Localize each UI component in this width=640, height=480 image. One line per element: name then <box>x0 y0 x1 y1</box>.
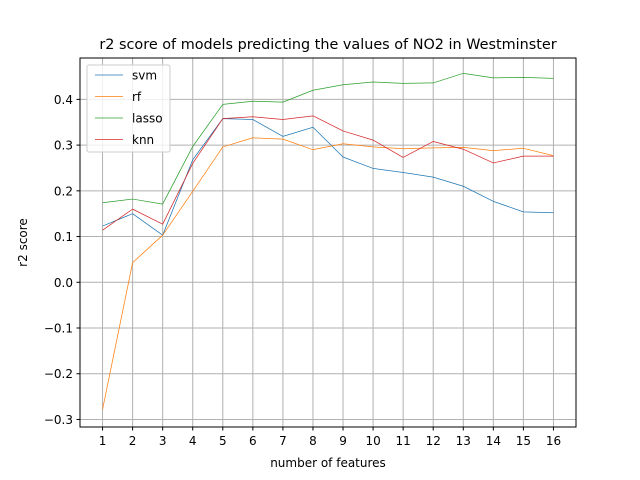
y-tick-label: 0.1 <box>54 230 73 244</box>
plot-area-frame <box>79 57 577 428</box>
y-tick-label: 0.2 <box>54 184 73 198</box>
x-tick-label: 5 <box>219 434 227 448</box>
legend-label-lasso: lasso <box>132 112 163 126</box>
y-tick-label: −0.3 <box>44 413 73 427</box>
y-tick-label: −0.1 <box>44 322 73 336</box>
x-axis: 1 2 3 4 5 6 7 8 9 10 11 12 13 14 15 16 <box>99 427 561 448</box>
x-tick-label: 8 <box>309 434 317 448</box>
y-tick-label: −0.2 <box>44 367 73 381</box>
legend-label-rf: rf <box>132 90 142 104</box>
legend-label-svm: svm <box>132 69 157 83</box>
x-tick-label: 7 <box>279 434 287 448</box>
y-tick-label: 0.3 <box>54 139 73 153</box>
x-tick-label: 11 <box>396 434 411 448</box>
chart-title: r2 score of models predicting the values… <box>99 37 556 53</box>
x-tick-label: 10 <box>365 434 380 448</box>
x-tick-label: 9 <box>339 434 347 448</box>
x-tick-label: 14 <box>486 434 501 448</box>
x-tick-label: 1 <box>99 434 107 448</box>
series-line-lasso <box>102 72 554 205</box>
series-line-knn <box>102 115 554 231</box>
x-tick-label: 4 <box>189 434 197 448</box>
x-tick-label: 16 <box>546 434 561 448</box>
legend-label-knn: knn <box>132 133 154 147</box>
x-tick-label: 3 <box>159 434 167 448</box>
x-tick-label: 15 <box>516 434 531 448</box>
x-tick-label: 2 <box>129 434 137 448</box>
x-tick-label: 6 <box>249 434 257 448</box>
x-tick-label: 13 <box>456 434 471 448</box>
series-line-rf <box>102 137 554 410</box>
legend-box <box>86 64 171 153</box>
x-tick-label: 12 <box>426 434 441 448</box>
y-tick-label: 0.4 <box>54 93 73 107</box>
series-line-svm <box>102 118 554 236</box>
x-axis-label: number of features <box>270 456 386 470</box>
legend: svm rf lasso knn <box>86 64 171 153</box>
y-tick-label: 0.0 <box>54 276 73 290</box>
y-axis: −0.3 −0.2 −0.1 0.0 0.1 0.2 0.3 0.4 <box>44 93 80 427</box>
series-lines <box>102 72 554 410</box>
y-axis-label: r2 score <box>16 218 30 267</box>
